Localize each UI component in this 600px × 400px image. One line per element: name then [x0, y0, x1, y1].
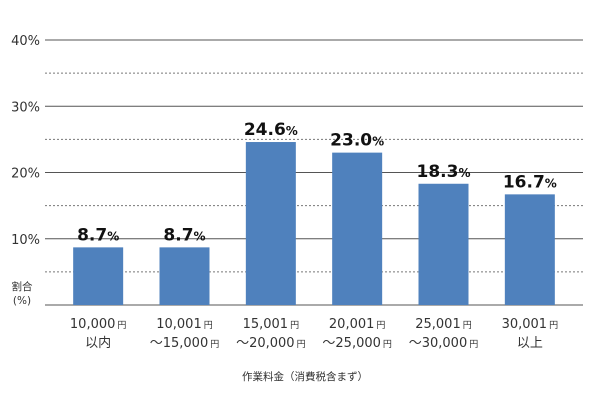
- data-label: 8.7%: [77, 225, 119, 245]
- y-tick-label: 10%: [11, 233, 40, 248]
- x-category-unit: 円: [297, 339, 306, 350]
- x-category-text: 10,000: [70, 317, 116, 332]
- data-label-value: 18.3: [417, 162, 459, 182]
- data-label: 23.0%: [330, 131, 384, 151]
- data-label-unit: %: [372, 135, 384, 149]
- x-category-text: 25,001: [415, 317, 461, 332]
- x-category-text: 10,001: [156, 317, 202, 332]
- data-label: 18.3%: [417, 162, 471, 182]
- x-category-label: 25,001 円: [415, 317, 472, 332]
- x-category-label: ～20,000 円: [236, 336, 306, 351]
- x-category-label: 以内: [85, 335, 111, 351]
- data-label-value: 24.6: [244, 120, 286, 140]
- x-category-text: 15,001: [243, 317, 289, 332]
- x-category-unit: 円: [469, 339, 478, 350]
- x-category-text: 以上: [517, 336, 543, 351]
- data-label-value: 8.7: [77, 225, 107, 245]
- data-label-value: 16.7: [503, 172, 545, 192]
- x-category-text: 30,001: [502, 317, 548, 332]
- x-category-unit: 円: [376, 320, 385, 331]
- x-category-label: ～25,000 円: [322, 336, 392, 351]
- data-label-unit: %: [194, 229, 206, 243]
- x-category-text: ～30,000: [409, 336, 468, 351]
- data-label-value: 23.0: [330, 131, 372, 151]
- x-category-label: 20,001 円: [329, 317, 386, 332]
- grid-lines: [45, 39, 583, 306]
- bar: [159, 247, 210, 305]
- data-label-unit: %: [458, 166, 470, 180]
- x-category-label: ～15,000 円: [150, 336, 220, 351]
- x-category-text: ～15,000: [150, 336, 209, 351]
- x-category-unit: 円: [290, 320, 299, 331]
- x-category-unit: 円: [210, 339, 219, 350]
- x-category-label: 10,000 円: [70, 317, 127, 332]
- x-category-text: 20,001: [329, 317, 375, 332]
- y-axis-label-line2: (%): [13, 295, 31, 307]
- y-tick-label: 40%: [11, 34, 40, 49]
- x-category-text: ～20,000: [236, 336, 295, 351]
- data-label-unit: %: [286, 124, 298, 138]
- data-label-unit: %: [545, 176, 557, 190]
- x-category-label: 30,001 円: [502, 317, 559, 332]
- y-axis-label-line1: 割合: [12, 280, 33, 293]
- x-category-unit: 円: [549, 320, 558, 331]
- y-axis-ticks: 10% 20% 30% 40%: [11, 34, 40, 248]
- data-label: 16.7%: [503, 172, 557, 192]
- x-category-label: 10,001 円: [156, 317, 213, 332]
- x-category-unit: 円: [204, 320, 213, 331]
- bar: [245, 142, 296, 305]
- x-axis-title: 作業料金（消費税含まず）: [242, 370, 368, 383]
- x-category-label: ～30,000 円: [409, 336, 479, 351]
- x-category-label: 15,001 円: [243, 317, 300, 332]
- x-category-unit: 円: [463, 320, 472, 331]
- data-label: 8.7%: [163, 225, 205, 245]
- bar: [332, 152, 383, 305]
- x-category-label: 以上: [517, 336, 543, 351]
- bar: [504, 194, 555, 305]
- y-tick-label: 30%: [11, 100, 40, 115]
- bars: [73, 142, 555, 305]
- bar: [73, 247, 124, 305]
- data-label-value: 8.7: [163, 225, 193, 245]
- data-label: 24.6%: [244, 120, 298, 140]
- bar: [418, 183, 469, 305]
- data-label-unit: %: [107, 229, 119, 243]
- x-category-unit: 円: [117, 320, 126, 331]
- x-category-text: 以内: [85, 335, 111, 351]
- y-tick-label: 20%: [11, 167, 40, 182]
- x-category-text: ～25,000: [322, 336, 381, 351]
- data-labels: 8.7% 8.7%24.6% 23.0%18.3% 16.7%: [77, 120, 557, 245]
- x-category-unit: 円: [383, 339, 392, 350]
